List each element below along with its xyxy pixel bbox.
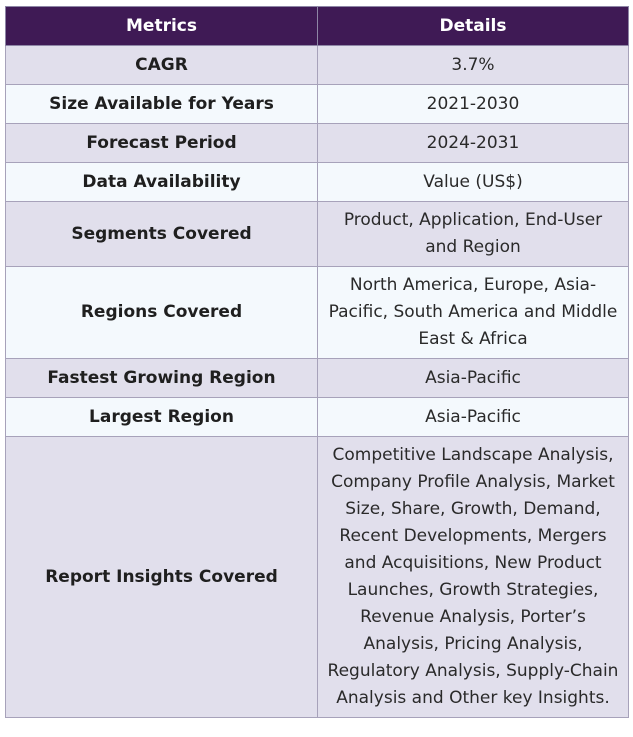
- detail-cell: Value (US$): [317, 162, 629, 202]
- metric-cell: CAGR: [5, 45, 318, 85]
- metric-cell: Size Available for Years: [5, 84, 318, 124]
- table-row: Forecast Period 2024-2031: [5, 123, 629, 163]
- table-row: Largest Region Asia-Pacific: [5, 397, 629, 437]
- detail-cell: North America, Europe, Asia-Pacific, Sou…: [317, 266, 629, 359]
- table-row: Size Available for Years 2021-2030: [5, 84, 629, 124]
- metric-cell: Report Insights Covered: [5, 436, 318, 718]
- table-row: Segments Covered Product, Application, E…: [5, 201, 629, 267]
- table-row: Report Insights Covered Competitive Land…: [5, 436, 629, 718]
- header-metrics: Metrics: [5, 6, 318, 46]
- header-details: Details: [317, 6, 629, 46]
- table-row: CAGR 3.7%: [5, 45, 629, 85]
- table-row: Data Availability Value (US$): [5, 162, 629, 202]
- table-row: Regions Covered North America, Europe, A…: [5, 266, 629, 359]
- metric-cell: Largest Region: [5, 397, 318, 437]
- metric-cell: Data Availability: [5, 162, 318, 202]
- metric-cell: Segments Covered: [5, 201, 318, 267]
- detail-cell: Asia-Pacific: [317, 358, 629, 398]
- detail-cell: Asia-Pacific: [317, 397, 629, 437]
- report-metrics-table: Metrics Details CAGR 3.7% Size Available…: [5, 6, 629, 718]
- metric-cell: Regions Covered: [5, 266, 318, 359]
- table-header: Metrics Details: [5, 6, 629, 46]
- table-body: CAGR 3.7% Size Available for Years 2021-…: [5, 45, 629, 718]
- metric-cell: Forecast Period: [5, 123, 318, 163]
- detail-cell: Competitive Landscape Analysis, Company …: [317, 436, 629, 718]
- header-row: Metrics Details: [5, 6, 629, 46]
- detail-cell: Product, Application, End-User and Regio…: [317, 201, 629, 267]
- detail-cell: 2021-2030: [317, 84, 629, 124]
- detail-cell: 3.7%: [317, 45, 629, 85]
- detail-cell: 2024-2031: [317, 123, 629, 163]
- table-row: Fastest Growing Region Asia-Pacific: [5, 358, 629, 398]
- report-metrics-table-container: Metrics Details CAGR 3.7% Size Available…: [5, 6, 629, 718]
- metric-cell: Fastest Growing Region: [5, 358, 318, 398]
